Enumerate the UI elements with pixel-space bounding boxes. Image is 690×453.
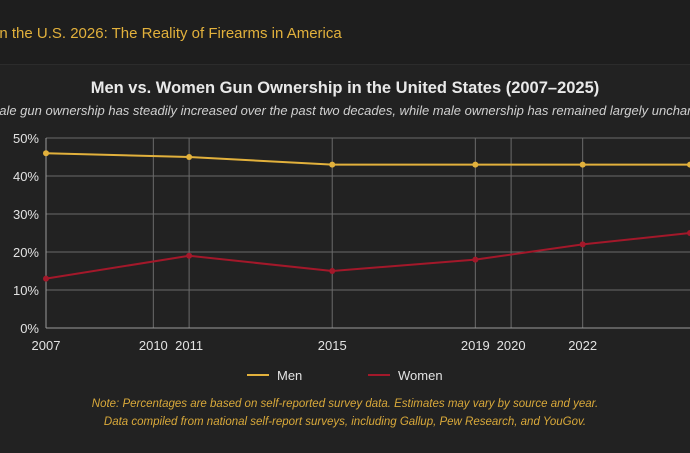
y-tick-label: 20% — [13, 245, 39, 260]
y-tick-label: 10% — [13, 283, 39, 298]
data-point-women — [186, 252, 193, 259]
chart-title: Men vs. Women Gun Ownership in the Unite… — [90, 79, 600, 97]
x-tick-label: 2020 — [497, 338, 526, 353]
data-point-women — [43, 275, 49, 282]
x-tick-label: 2007 — [32, 338, 61, 353]
data-point-men — [472, 161, 479, 168]
data-point-women — [329, 268, 336, 274]
series-line-women — [45, 232, 690, 280]
data-point-women — [472, 256, 479, 263]
data-point-men — [43, 150, 49, 157]
footnote-2: Data compiled from national self-report … — [103, 416, 587, 428]
x-tick-label: 2010 — [139, 338, 168, 353]
top-header: in the U.S. 2026: The Reality of Firearm… — [0, 0, 690, 65]
chart-subtitle: emale gun ownership has steadily increas… — [0, 103, 690, 118]
y-tick-label: 50% — [13, 131, 39, 146]
data-point-men — [329, 161, 336, 168]
x-tick-label: 2019 — [461, 338, 490, 353]
y-tick-label: 0% — [20, 321, 39, 336]
footnote-1: Note: Percentages are based on self-repo… — [91, 398, 599, 410]
x-tick-label: 2011 — [175, 338, 203, 353]
data-point-women — [579, 241, 586, 248]
series-line-men — [45, 152, 690, 166]
page-title: in the U.S. 2026: The Reality of Firearm… — [0, 25, 342, 42]
data-point-men — [687, 161, 690, 168]
x-tick-label: 2022 — [568, 338, 597, 353]
x-tick-label: 2015 — [318, 338, 347, 353]
legend-label-women: Women — [398, 368, 443, 383]
data-point-men — [579, 161, 586, 168]
data-point-men — [186, 154, 193, 160]
legend-label-men: Men — [277, 368, 302, 383]
y-tick-label: 30% — [13, 207, 39, 222]
data-point-women — [687, 230, 690, 236]
y-tick-label: 40% — [13, 169, 39, 184]
